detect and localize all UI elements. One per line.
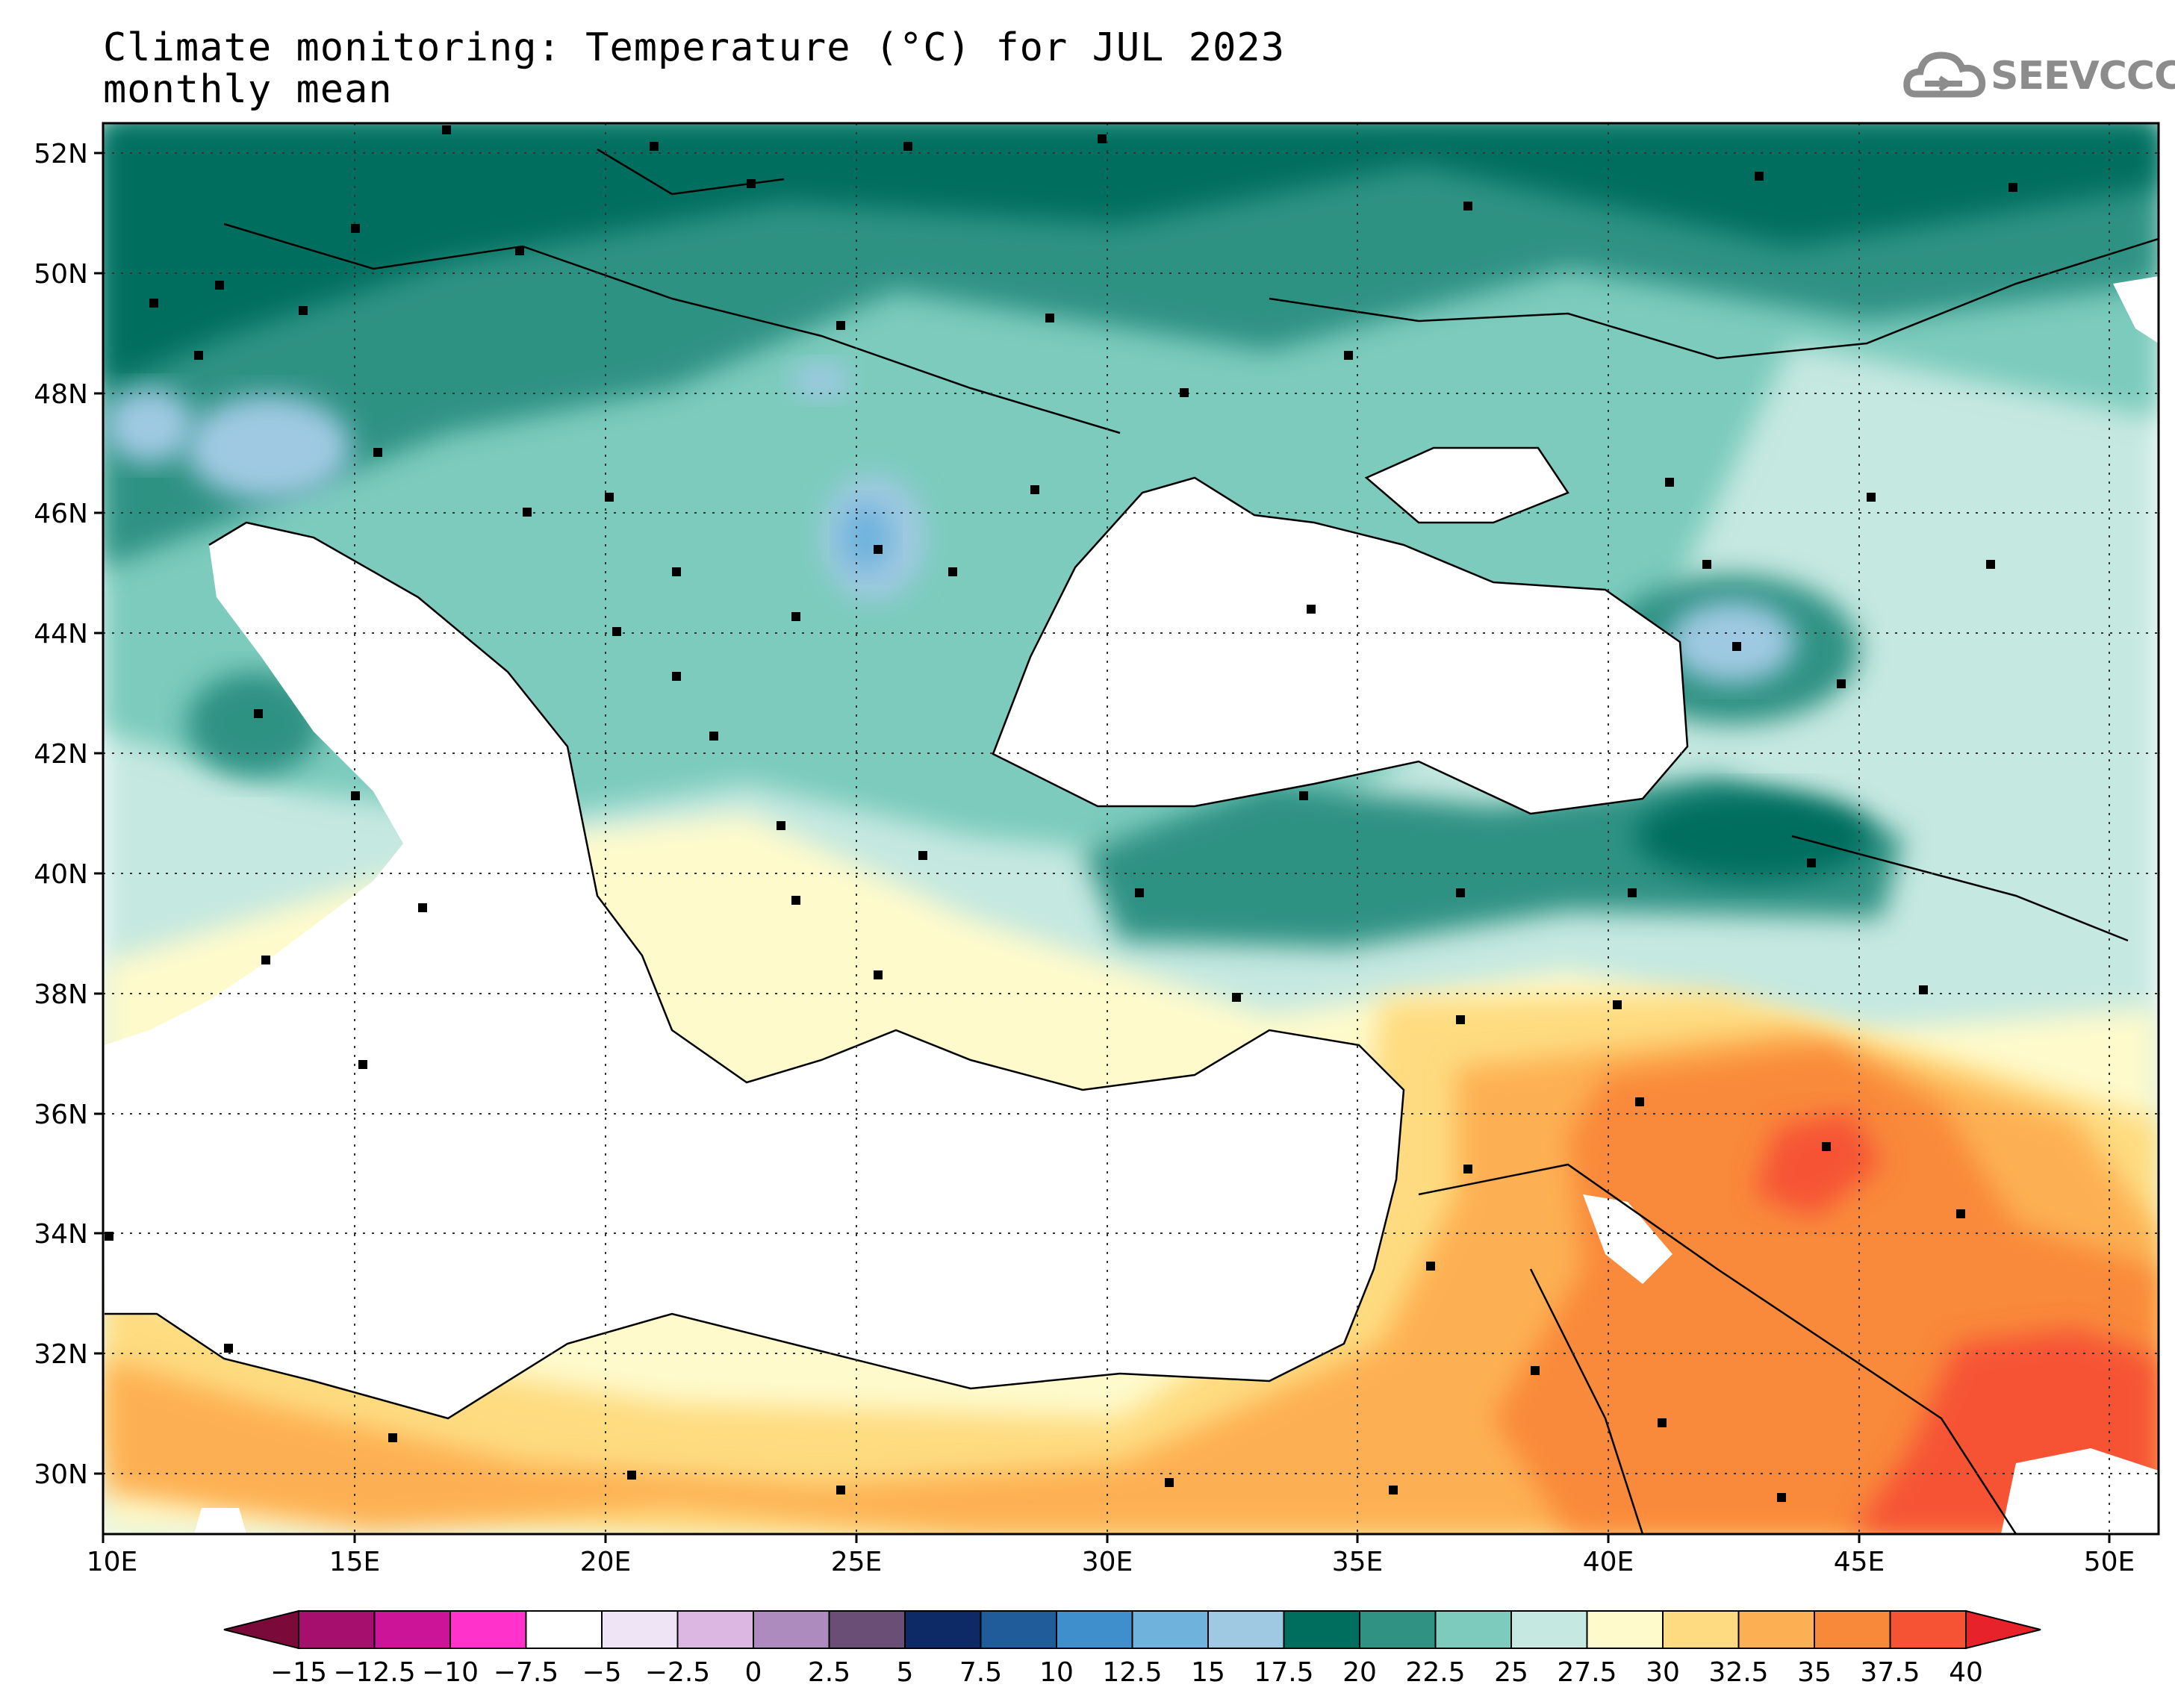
- lat-label: 36N: [34, 1100, 88, 1130]
- lon-label: 50E: [2084, 1547, 2135, 1577]
- colorbar-swatch: [1737, 1610, 1815, 1649]
- colorbar-label: 10: [1039, 1657, 1074, 1688]
- lat-label: 52N: [34, 139, 88, 169]
- lon-label: 10E: [87, 1547, 138, 1577]
- colorbar-label: 25: [1494, 1657, 1528, 1688]
- colorbar-label: −15: [270, 1657, 327, 1688]
- seevccc-logo: SEEVCCC: [1902, 42, 2175, 109]
- lat-label: 34N: [34, 1219, 88, 1250]
- lon-label: 30E: [1082, 1547, 1133, 1577]
- gridlines: [103, 123, 2159, 1534]
- temperature-field: [103, 123, 2159, 1534]
- colorbar-swatch: [1056, 1610, 1133, 1649]
- lat-label: 48N: [34, 379, 88, 410]
- colorbar-label: 35: [1797, 1657, 1832, 1688]
- lon-label: 25E: [831, 1547, 883, 1577]
- map-title: Climate monitoring: Temperature (°C) for…: [103, 25, 1286, 70]
- colorbar-label: 15: [1191, 1657, 1225, 1688]
- colorbar-swatch: [904, 1610, 982, 1649]
- colorbar-swatch: [1434, 1610, 1512, 1649]
- lat-label: 46N: [34, 499, 88, 529]
- colorbar-swatch: [1207, 1610, 1285, 1649]
- colorbar-swatch: [601, 1610, 679, 1649]
- colorbar-swatch: [525, 1610, 603, 1649]
- colorbar-swatch: [1662, 1610, 1740, 1649]
- colorbar-label: 40: [1949, 1657, 1983, 1688]
- colorbar-min-triangle: [223, 1609, 299, 1650]
- colorbar-label: 5: [897, 1657, 914, 1688]
- colorbar-label: −7.5: [494, 1657, 558, 1688]
- colorbar-swatch: [449, 1610, 527, 1649]
- colorbar-swatch: [373, 1610, 451, 1649]
- lat-label: 32N: [34, 1339, 88, 1370]
- colorbar-label: 30: [1646, 1657, 1680, 1688]
- colorbar-swatch: [828, 1610, 906, 1649]
- latitude-labels: 52N 50N 48N 46N 44N 42N 40N 38N 36N 34N …: [34, 139, 88, 1490]
- colorbar-label: −2.5: [645, 1657, 710, 1688]
- longitude-labels: 10E 15E 20E 25E 30E 35E 40E 45E 50E: [87, 1547, 2135, 1577]
- colorbar-swatch: [1283, 1610, 1360, 1649]
- colorbar-swatch: [1510, 1610, 1588, 1649]
- cloud-icon: [1903, 52, 1986, 98]
- lon-label: 15E: [329, 1547, 381, 1577]
- lat-label: 30N: [34, 1459, 88, 1490]
- colorbar-swatch: [1889, 1610, 1967, 1649]
- colorbar-label: 27.5: [1557, 1657, 1617, 1688]
- colorbar-label: 37.5: [1860, 1657, 1920, 1688]
- colorbar-swatch: [1131, 1610, 1209, 1649]
- lat-label: 44N: [34, 619, 88, 649]
- colorbar-label: 7.5: [959, 1657, 1002, 1688]
- colorbar-label: 0: [745, 1657, 762, 1688]
- lon-label: 40E: [1583, 1547, 1634, 1577]
- colorbar-swatch: [980, 1610, 1057, 1649]
- map-frame: [102, 122, 2160, 1536]
- axis-ticks: [94, 152, 2111, 1543]
- lat-label: 40N: [34, 859, 88, 890]
- logo-text: SEEVCCC: [1991, 54, 2175, 99]
- lat-label: 42N: [34, 739, 88, 770]
- colorbar: −15 −12.5 −10 −7.5 −5 −2.5 0 2.5 5 7.5 10 12.5 15 17.…: [223, 1609, 2041, 1688]
- station-markers: [105, 125, 2017, 1502]
- colorbar-label: 12.5: [1102, 1657, 1162, 1688]
- colorbar-swatch: [1814, 1610, 1891, 1649]
- colorbar-max-triangle: [1965, 1609, 2041, 1650]
- lon-label: 35E: [1332, 1547, 1384, 1577]
- colorbar-swatch: [676, 1610, 754, 1649]
- colorbar-label: 17.5: [1254, 1657, 1313, 1688]
- colorbar-swatch: [1359, 1610, 1437, 1649]
- colorbar-label: 32.5: [1708, 1657, 1768, 1688]
- colorbar-label: −10: [422, 1657, 479, 1688]
- lat-label: 50N: [34, 259, 88, 290]
- lat-label: 38N: [34, 979, 88, 1010]
- coastlines: [105, 148, 2159, 1534]
- colorbar-swatch: [753, 1610, 830, 1649]
- lon-label: 20E: [580, 1547, 632, 1577]
- colorbar-label: 20: [1342, 1657, 1377, 1688]
- lon-label: 45E: [1834, 1547, 1885, 1577]
- colorbar-label: 22.5: [1405, 1657, 1465, 1688]
- colorbar-label: 2.5: [808, 1657, 850, 1688]
- colorbar-label: −12.5: [333, 1657, 415, 1688]
- map-subtitle: monthly mean: [103, 67, 393, 112]
- colorbar-swatch: [1586, 1610, 1664, 1649]
- colorbar-swatch: [298, 1610, 376, 1649]
- colorbar-label: −5: [582, 1657, 621, 1688]
